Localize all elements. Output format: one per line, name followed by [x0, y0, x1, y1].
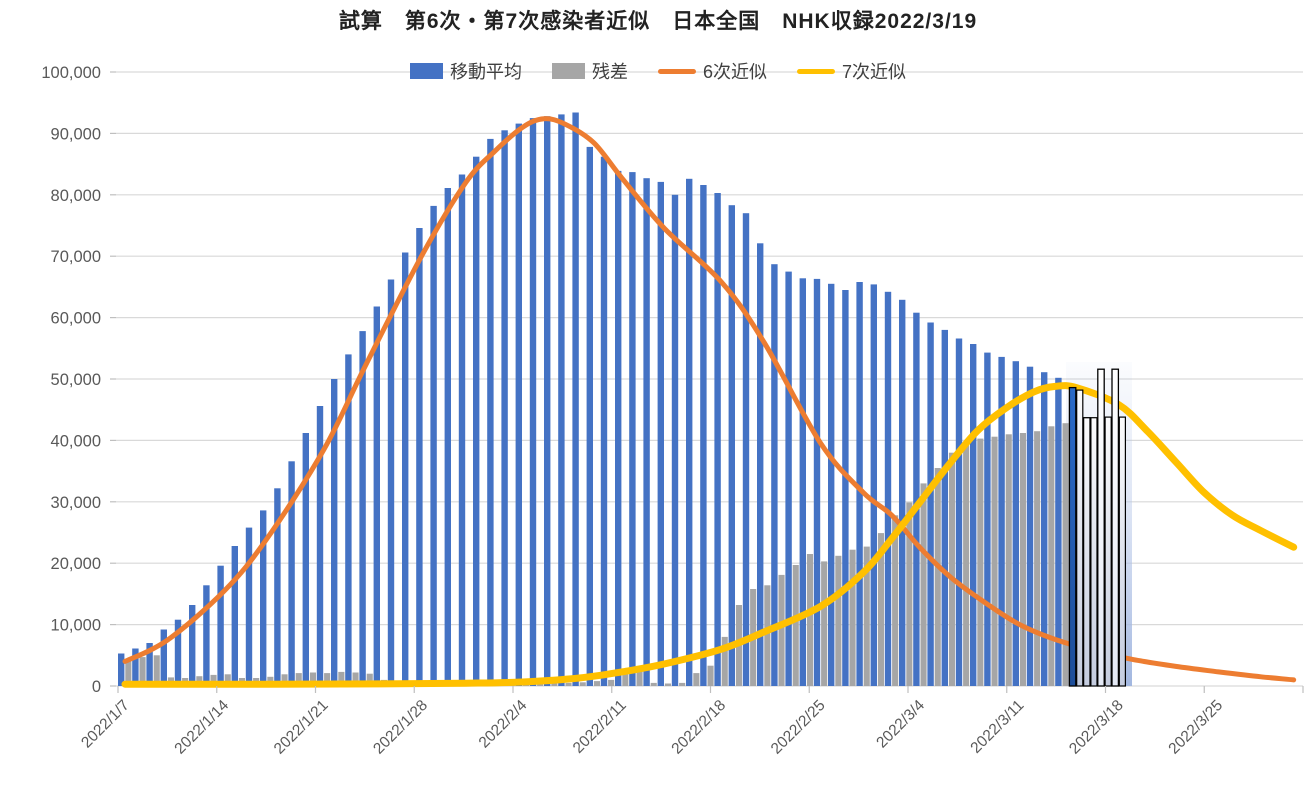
svg-text:2022/2/4: 2022/2/4 [476, 697, 531, 752]
legend-item-残差: 残差 [551, 58, 628, 84]
legend-label: 6次近似 [702, 62, 767, 82]
x-axis-labels: 2022/1/7 2022/1/14 2022/1/21 2022/1/28 2022/… [78, 697, 1226, 758]
svg-text:2022/1/7: 2022/1/7 [78, 697, 133, 752]
x-axis-ticks [117, 686, 1304, 693]
bars-moving-average [118, 112, 1062, 687]
svg-text:2022/1/28: 2022/1/28 [370, 697, 431, 758]
legend-item-7次近似: 7次近似 [797, 58, 906, 84]
legend-label: 移動平均 [449, 62, 522, 82]
legend-item-6次近似: 6次近似 [657, 58, 767, 84]
legend-swatch-square-icon [409, 63, 443, 79]
svg-text:2022/1/21: 2022/1/21 [271, 697, 332, 758]
bars-residual [125, 423, 1069, 686]
svg-text:10,000: 10,000 [51, 617, 101, 635]
legend-label: 7次近似 [842, 62, 907, 82]
legend-swatch-square-icon [551, 63, 585, 79]
legend-label: 残差 [591, 62, 628, 82]
svg-text:0: 0 [92, 678, 101, 696]
svg-text:50,000: 50,000 [51, 371, 101, 389]
y-axis-labels: 0 10,000 20,000 30,000 40,000 50,000 60,000 70,… [41, 64, 101, 696]
svg-text:2022/1/14: 2022/1/14 [171, 697, 232, 758]
curve-7th-wave-fit [121, 382, 1298, 688]
legend-item-移動平均: 移動平均 [409, 58, 522, 84]
svg-text:90,000: 90,000 [51, 125, 101, 143]
svg-text:2022/2/18: 2022/2/18 [668, 697, 729, 758]
svg-text:2022/2/25: 2022/2/25 [768, 697, 829, 758]
svg-text:2022/3/4: 2022/3/4 [873, 697, 928, 752]
svg-text:30,000: 30,000 [51, 494, 101, 512]
svg-text:20,000: 20,000 [51, 555, 101, 573]
svg-text:80,000: 80,000 [51, 187, 101, 205]
svg-text:40,000: 40,000 [51, 432, 101, 450]
legend: 移動平均 残差 6次近似 7次近似 [0, 57, 1316, 85]
svg-text:70,000: 70,000 [51, 248, 101, 266]
svg-text:2022/3/25: 2022/3/25 [1165, 697, 1226, 758]
svg-text:2022/3/18: 2022/3/18 [1066, 697, 1127, 758]
svg-text:60,000: 60,000 [51, 310, 101, 328]
legend-swatch-line-icon [797, 68, 835, 74]
svg-text:2022/2/11: 2022/2/11 [570, 697, 630, 757]
legend-swatch-line-icon [657, 68, 696, 74]
svg-text:2022/3/11: 2022/3/11 [967, 697, 1027, 757]
chart-title: 試算 第6次・第7次感染者近似 日本全国 NHK収録2022/3/19 [338, 10, 978, 33]
forecast-outlined-bars [1068, 368, 1127, 687]
svg-text:100,000: 100,000 [41, 64, 101, 82]
